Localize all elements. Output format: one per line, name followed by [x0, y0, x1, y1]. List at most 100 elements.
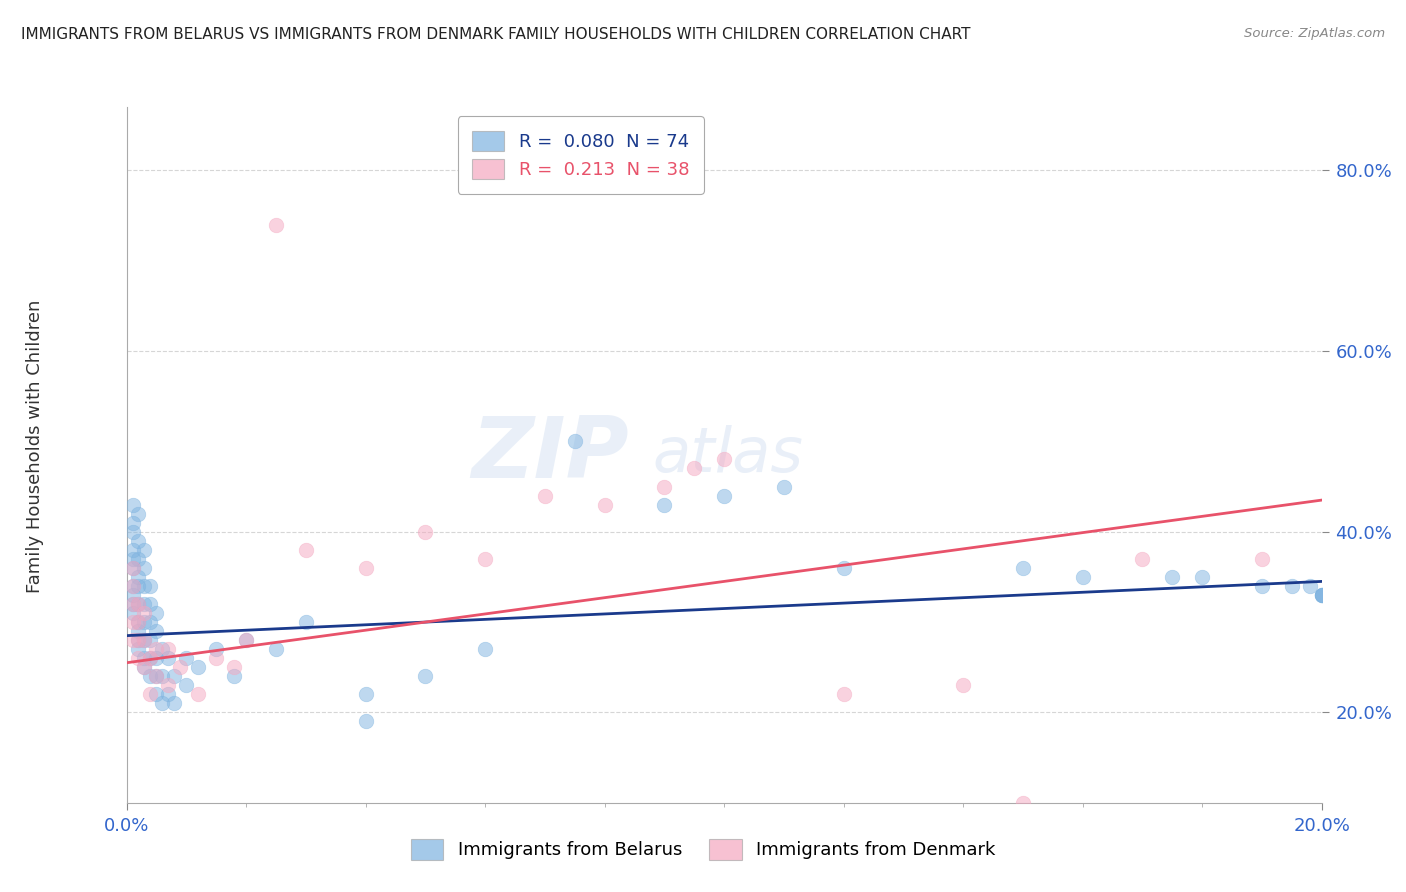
- Point: [222, 669, 246, 683]
- Point: [152, 642, 174, 657]
- Point: [235, 633, 257, 648]
- Point: [145, 669, 167, 683]
- Point: [121, 524, 143, 539]
- Point: [952, 678, 974, 692]
- Point: [187, 687, 209, 701]
- Point: [139, 651, 162, 665]
- Text: IMMIGRANTS FROM BELARUS VS IMMIGRANTS FROM DENMARK FAMILY HOUSEHOLDS WITH CHILDR: IMMIGRANTS FROM BELARUS VS IMMIGRANTS FR…: [21, 27, 970, 42]
- Point: [139, 597, 162, 611]
- Point: [127, 533, 149, 548]
- Point: [713, 489, 735, 503]
- Point: [127, 633, 149, 648]
- Point: [127, 597, 149, 611]
- Point: [1281, 579, 1303, 593]
- Point: [134, 660, 156, 674]
- Point: [534, 489, 557, 503]
- Point: [152, 697, 174, 711]
- Point: [139, 651, 162, 665]
- Point: [157, 651, 180, 665]
- Point: [205, 642, 228, 657]
- Legend: R =  0.080  N = 74, R =  0.213  N = 38: R = 0.080 N = 74, R = 0.213 N = 38: [457, 116, 704, 194]
- Point: [145, 687, 167, 701]
- Point: [832, 561, 855, 575]
- Point: [1161, 570, 1184, 584]
- Point: [652, 498, 675, 512]
- Point: [174, 651, 197, 665]
- Point: [121, 588, 143, 602]
- Point: [134, 597, 156, 611]
- Point: [1130, 551, 1153, 566]
- Point: [134, 651, 156, 665]
- Point: [127, 633, 149, 648]
- Point: [121, 561, 143, 575]
- Point: [169, 660, 191, 674]
- Point: [264, 218, 287, 232]
- Point: [121, 606, 143, 620]
- Point: [134, 633, 156, 648]
- Point: [474, 551, 496, 566]
- Point: [163, 697, 186, 711]
- Point: [593, 498, 616, 512]
- Point: [683, 461, 706, 475]
- Point: [157, 687, 180, 701]
- Point: [139, 615, 162, 629]
- Text: ZIP: ZIP: [471, 413, 628, 497]
- Point: [1310, 588, 1333, 602]
- Point: [1251, 579, 1274, 593]
- Point: [127, 642, 149, 657]
- Text: Source: ZipAtlas.com: Source: ZipAtlas.com: [1244, 27, 1385, 40]
- Point: [157, 642, 180, 657]
- Point: [121, 561, 143, 575]
- Point: [134, 561, 156, 575]
- Point: [235, 633, 257, 648]
- Point: [713, 452, 735, 467]
- Point: [127, 651, 149, 665]
- Point: [415, 524, 437, 539]
- Point: [157, 678, 180, 692]
- Point: [127, 551, 149, 566]
- Point: [134, 579, 156, 593]
- Point: [127, 597, 149, 611]
- Point: [1299, 579, 1322, 593]
- Point: [222, 660, 246, 674]
- Point: [121, 633, 143, 648]
- Point: [832, 687, 855, 701]
- Point: [134, 542, 156, 557]
- Point: [1310, 588, 1333, 602]
- Point: [145, 651, 167, 665]
- Point: [415, 669, 437, 683]
- Point: [354, 714, 377, 729]
- Point: [1310, 588, 1333, 602]
- Point: [127, 624, 149, 639]
- Point: [121, 542, 143, 557]
- Point: [127, 507, 149, 521]
- Point: [152, 669, 174, 683]
- Point: [127, 570, 149, 584]
- Point: [121, 615, 143, 629]
- Point: [139, 633, 162, 648]
- Point: [134, 660, 156, 674]
- Point: [145, 669, 167, 683]
- Text: Family Households with Children: Family Households with Children: [27, 300, 44, 592]
- Point: [1011, 561, 1033, 575]
- Point: [1191, 570, 1213, 584]
- Point: [354, 687, 377, 701]
- Point: [145, 624, 167, 639]
- Point: [139, 687, 162, 701]
- Point: [174, 678, 197, 692]
- Point: [205, 651, 228, 665]
- Point: [127, 579, 149, 593]
- Point: [564, 434, 586, 449]
- Point: [652, 479, 675, 493]
- Point: [121, 597, 143, 611]
- Point: [1251, 551, 1274, 566]
- Point: [354, 561, 377, 575]
- Point: [127, 615, 149, 629]
- Point: [294, 615, 316, 629]
- Point: [145, 642, 167, 657]
- Point: [187, 660, 209, 674]
- Text: atlas: atlas: [652, 425, 803, 485]
- Point: [134, 606, 156, 620]
- Point: [145, 606, 167, 620]
- Point: [134, 633, 156, 648]
